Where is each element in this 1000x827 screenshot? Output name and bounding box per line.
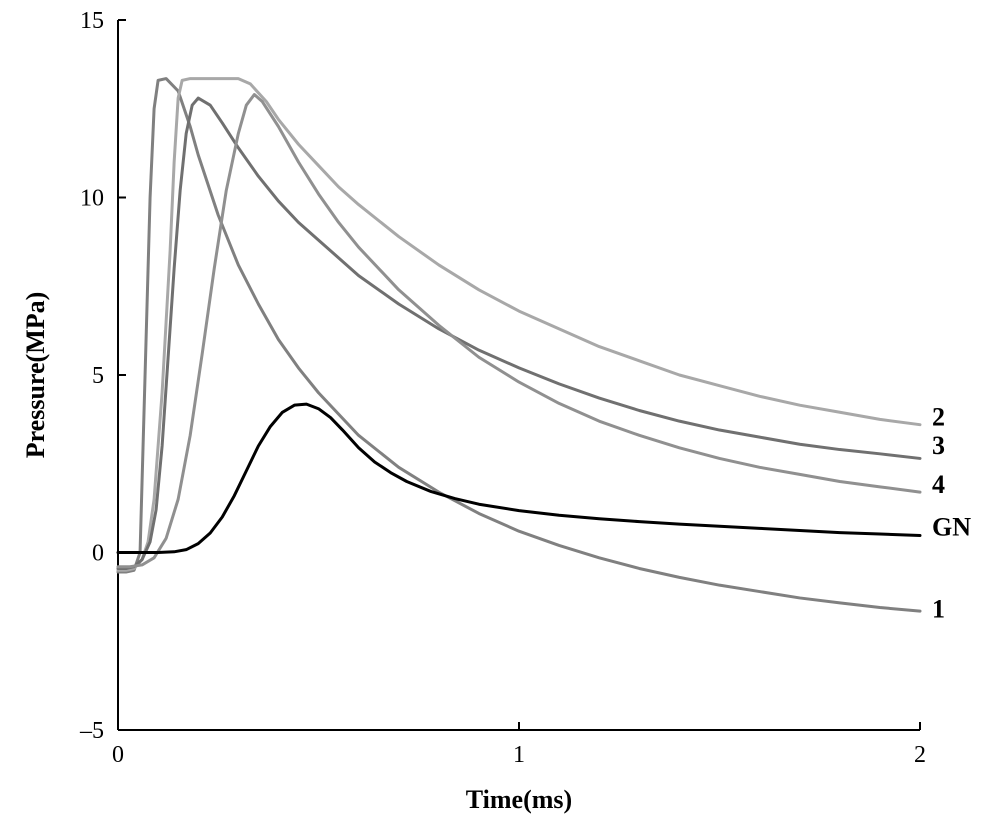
svg-text:–5: –5 — [79, 718, 104, 744]
series-label-3: 3 — [932, 431, 945, 460]
series-group — [118, 79, 920, 612]
svg-text:1: 1 — [513, 742, 525, 768]
svg-text:2: 2 — [914, 742, 926, 768]
x-ticks: 0 1 2 — [112, 722, 926, 768]
series-label-1: 1 — [932, 594, 945, 623]
series-3 — [118, 98, 920, 568]
x-axis-label: Time(ms) — [466, 785, 572, 814]
series-label-GN: GN — [932, 513, 971, 542]
chart-svg: 012–5051015Time(ms)Pressure(MPa)1234GN — [0, 0, 1000, 827]
series-label-2: 2 — [932, 403, 945, 432]
svg-text:5: 5 — [92, 363, 104, 389]
series-2 — [118, 79, 920, 571]
svg-text:10: 10 — [80, 186, 104, 212]
pressure-time-chart: 012–5051015Time(ms)Pressure(MPa)1234GN — [0, 0, 1000, 827]
svg-text:15: 15 — [80, 8, 104, 34]
axes — [118, 20, 920, 730]
svg-text:0: 0 — [112, 742, 124, 768]
svg-text:0: 0 — [92, 541, 104, 567]
series-label-4: 4 — [932, 470, 945, 499]
series-labels: 1 23 4 GN — [932, 403, 971, 624]
series-4 — [118, 95, 920, 567]
y-axis-label: Pressure(MPa) — [21, 292, 50, 459]
